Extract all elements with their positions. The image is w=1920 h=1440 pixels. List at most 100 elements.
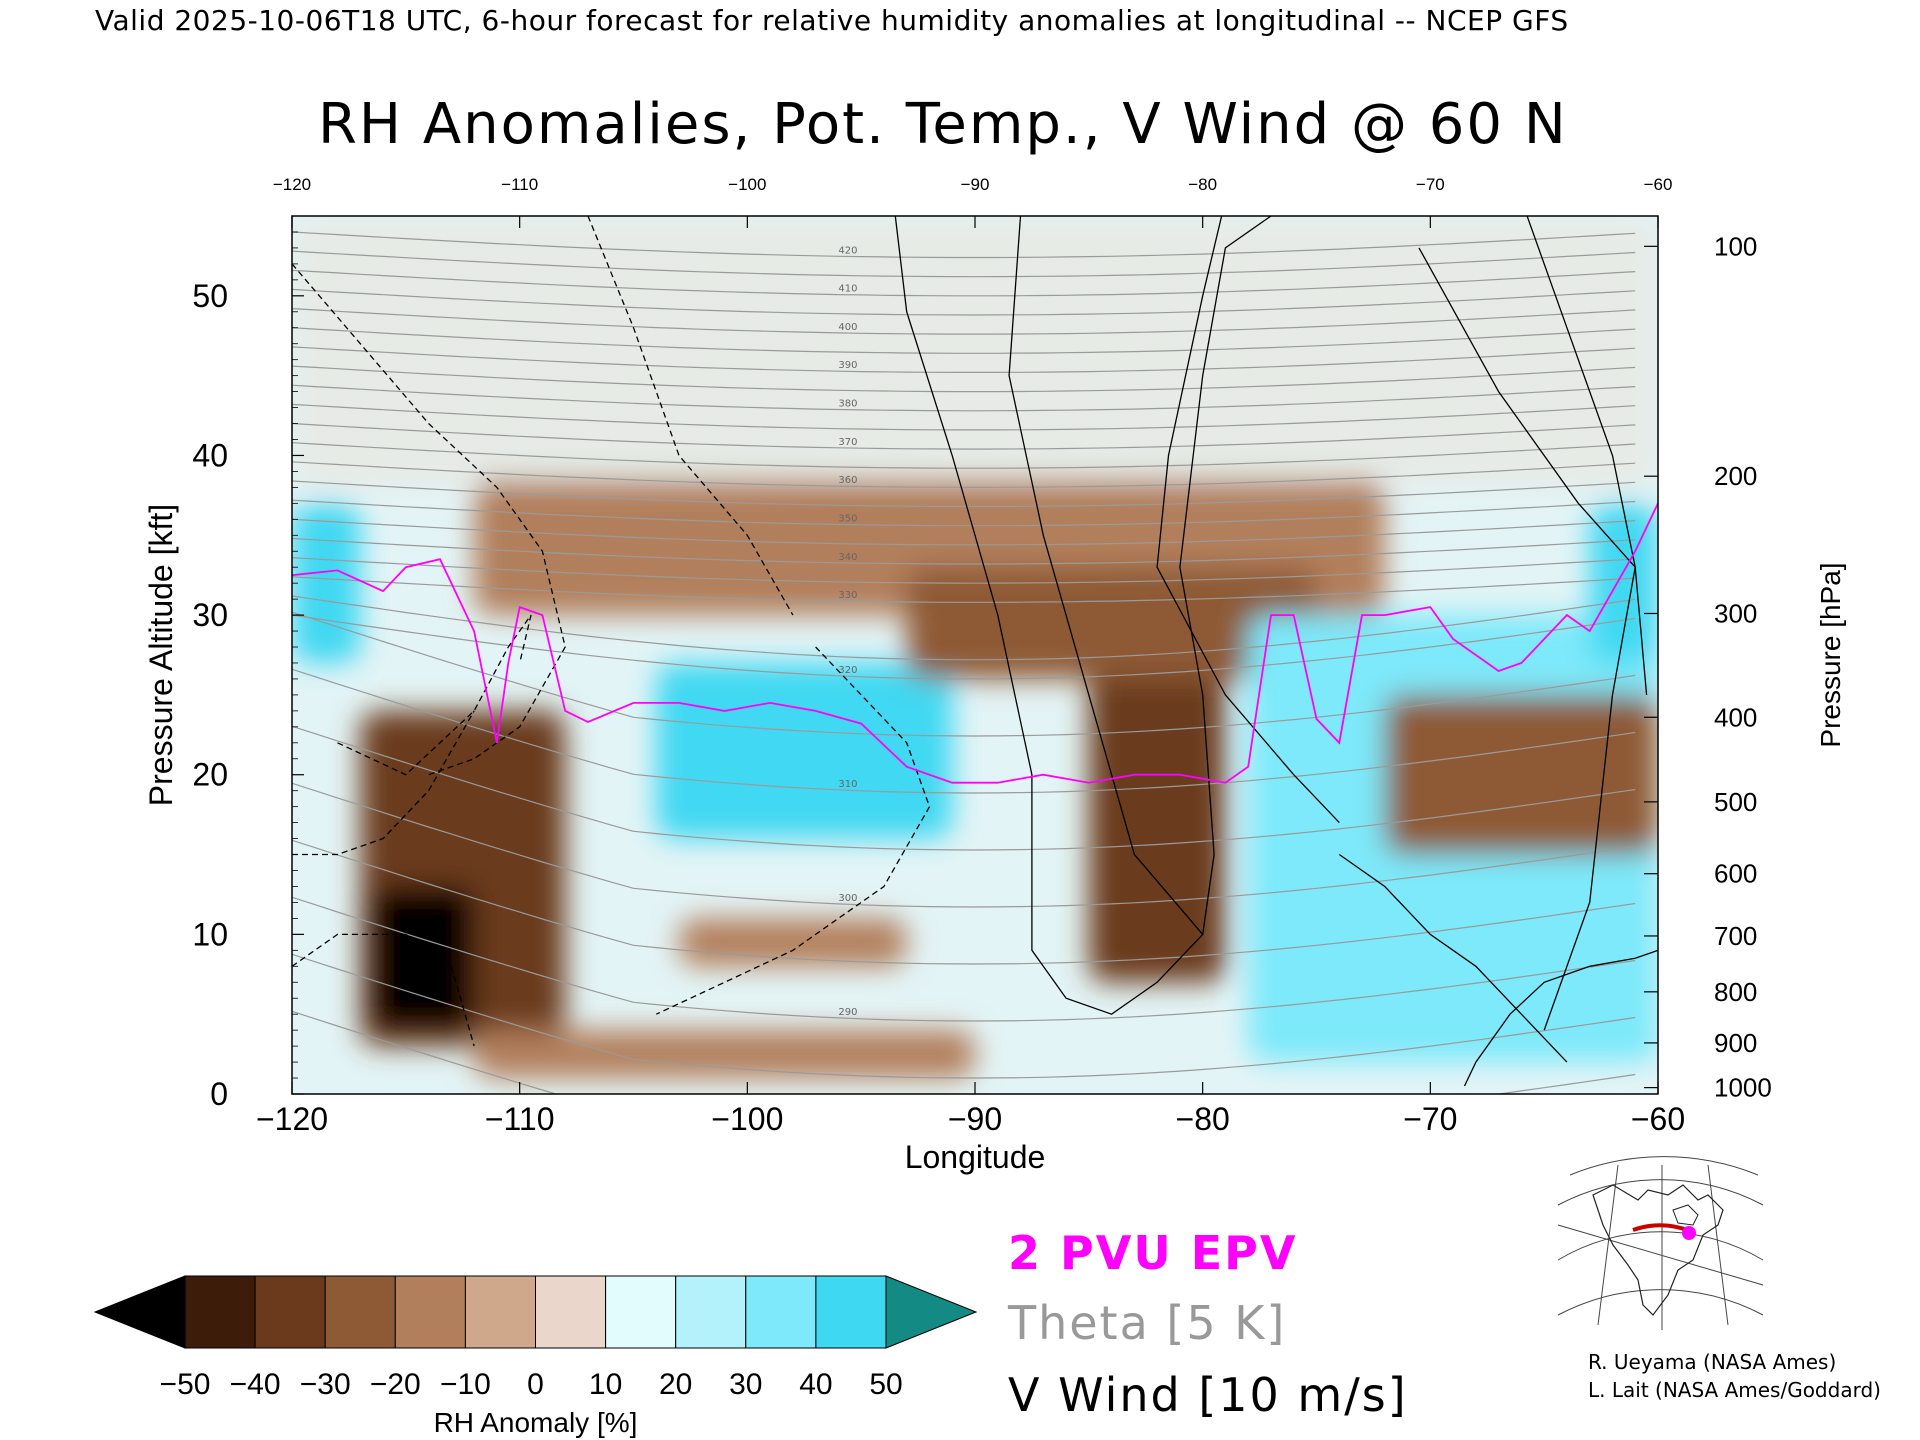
y-axis-label: Pressure Altitude [kft] bbox=[143, 504, 179, 806]
x-tick-label-top-4: −80 bbox=[1188, 175, 1217, 194]
theta-315 bbox=[292, 611, 1636, 737]
theta-isentropes: 290 300 310 320 330 340 350 360 370 380 390 400 410 4… bbox=[292, 231, 1636, 1094]
theta-label-370: 370 bbox=[838, 437, 857, 448]
y-tick-label-0: 0 bbox=[210, 1076, 228, 1112]
colorbar-tick-1: −40 bbox=[230, 1368, 281, 1401]
colorbar-tick-9: 40 bbox=[799, 1368, 832, 1401]
x-tick-label-4: −80 bbox=[1176, 1101, 1230, 1137]
p-tick-label-0: 100 bbox=[1714, 231, 1757, 261]
theta-300 bbox=[292, 782, 1636, 908]
theta-410 bbox=[292, 269, 1636, 297]
p-tick-label-3: 400 bbox=[1714, 702, 1757, 732]
axes: −120 −120 −110 −110 −100 −100 −90 −90 −80 −80 −70 −… bbox=[143, 175, 1846, 1175]
vwind-contour-7 bbox=[337, 614, 532, 776]
colorbar: −50 −40 −30 −20 −10 0 10 20 30 40 50 RH Anomaly [%] bbox=[93, 1275, 978, 1438]
p-tick-label-6: 700 bbox=[1714, 921, 1757, 951]
colorbar-tick-3: −20 bbox=[370, 1368, 421, 1401]
colorbar-tick-0: −50 bbox=[160, 1368, 211, 1401]
x-tick-label-top-2: −100 bbox=[728, 175, 766, 194]
theta-label-380: 380 bbox=[838, 399, 857, 410]
theta-310 bbox=[292, 668, 1636, 794]
rh-anomaly-field bbox=[292, 216, 1658, 1079]
vwind-contour-3 bbox=[1526, 216, 1648, 695]
location-map-inset bbox=[1557, 1156, 1764, 1330]
p-tick-label-1: 200 bbox=[1714, 461, 1757, 491]
x-tick-label-2: −100 bbox=[711, 1101, 783, 1137]
theta-345 bbox=[292, 518, 1636, 546]
colorbar-tick-5: 0 bbox=[527, 1368, 544, 1401]
theta-label-300: 300 bbox=[838, 893, 857, 904]
theta-label-350: 350 bbox=[838, 513, 857, 524]
theta-295 bbox=[292, 839, 1636, 965]
colorbar-high-arrow bbox=[885, 1275, 978, 1349]
p-tick-label-8: 900 bbox=[1714, 1028, 1757, 1058]
theta-280 bbox=[292, 1010, 1636, 1094]
plot-area: 290 300 310 320 330 340 350 360 370 380 390 400 410 4… bbox=[292, 216, 1658, 1094]
x-tick-label-top-5: −70 bbox=[1416, 175, 1445, 194]
theta-label-400: 400 bbox=[838, 322, 857, 333]
header-text: Valid 2025-10-06T18 UTC, 6-hour forecast… bbox=[95, 4, 1569, 37]
theta-380 bbox=[292, 384, 1636, 412]
p-tick-label-2: 300 bbox=[1714, 598, 1757, 628]
vwind-contour-6 bbox=[292, 263, 566, 776]
colorbar-bin-3 bbox=[394, 1275, 466, 1349]
theta-420 bbox=[292, 231, 1636, 259]
vwind-contour-4 bbox=[1418, 247, 1636, 1031]
vwind-contour-1 bbox=[1008, 216, 1204, 935]
vwind-contour-11 bbox=[1463, 949, 1658, 1087]
theta-355 bbox=[292, 480, 1636, 508]
theta-330 bbox=[292, 576, 1636, 603]
p-tick-label-5: 600 bbox=[1714, 859, 1757, 889]
rh-region-dry-low-center bbox=[679, 918, 907, 967]
vwind-contour-12 bbox=[656, 646, 931, 1015]
colorbar-bin-7 bbox=[675, 1275, 747, 1349]
legend-theta: Theta [5 K] bbox=[1008, 1296, 1287, 1350]
vwind-contour-2 bbox=[1156, 216, 1340, 824]
colorbar-low-arrow bbox=[93, 1275, 186, 1349]
theta-370 bbox=[292, 422, 1636, 450]
theta-395 bbox=[292, 327, 1636, 354]
theta-335 bbox=[292, 557, 1636, 584]
theta-405 bbox=[292, 288, 1636, 316]
x-tick-label-3: −90 bbox=[948, 1101, 1002, 1137]
colorbar-label: RH Anomaly [%] bbox=[434, 1407, 638, 1438]
credit-line-1: R. Ueyama (NASA Ames) bbox=[1588, 1350, 1837, 1374]
vwind-contours bbox=[292, 216, 1658, 1087]
x-tick-label-5: −70 bbox=[1403, 1101, 1457, 1137]
pv-line-group bbox=[292, 502, 1658, 784]
vwind-contour-8 bbox=[292, 710, 475, 856]
theta-385 bbox=[292, 365, 1636, 393]
theta-390 bbox=[292, 346, 1636, 373]
theta-label-320: 320 bbox=[838, 665, 857, 676]
colorbar-tick-2: −30 bbox=[300, 1368, 351, 1401]
colorbar-tick-6: 10 bbox=[589, 1368, 622, 1401]
theta-label-290: 290 bbox=[838, 1007, 857, 1018]
theta-label-330: 330 bbox=[838, 590, 857, 601]
colorbar-bin-8 bbox=[745, 1275, 817, 1349]
rh-region-dry-east-mid bbox=[1384, 694, 1658, 855]
vwind-contour-0 bbox=[894, 216, 1272, 1015]
y-tick-label-2: 20 bbox=[192, 757, 228, 793]
x-tick-label-top-0: −120 bbox=[273, 175, 311, 194]
colorbar-bin-2 bbox=[324, 1275, 396, 1349]
theta-340 bbox=[292, 537, 1636, 565]
rh-region-upper-clear bbox=[292, 216, 1658, 488]
p-tick-label-4: 500 bbox=[1714, 787, 1757, 817]
theta-365 bbox=[292, 442, 1636, 469]
legend-pv: 2 PVU EPV bbox=[1008, 1226, 1298, 1280]
theta-320 bbox=[292, 614, 1636, 680]
x-tick-label-0: −120 bbox=[256, 1101, 328, 1137]
colorbar-tick-8: 30 bbox=[729, 1368, 762, 1401]
colorbar-tick-4: −10 bbox=[440, 1368, 491, 1401]
y2-axis-label: Pressure [hPa] bbox=[1815, 562, 1846, 747]
colorbar-bin-6 bbox=[605, 1275, 677, 1349]
colorbar-bin-4 bbox=[464, 1275, 536, 1349]
theta-label-310: 310 bbox=[838, 779, 857, 790]
theta-label-340: 340 bbox=[838, 552, 857, 563]
theta-360 bbox=[292, 461, 1636, 489]
colorbar-tick-7: 20 bbox=[659, 1368, 692, 1401]
rh-region-dry-upper-center bbox=[906, 567, 1317, 679]
colorbar-bin-5 bbox=[535, 1275, 607, 1349]
chart-title: RH Anomalies, Pot. Temp., V Wind @ 60 N bbox=[318, 92, 1568, 157]
